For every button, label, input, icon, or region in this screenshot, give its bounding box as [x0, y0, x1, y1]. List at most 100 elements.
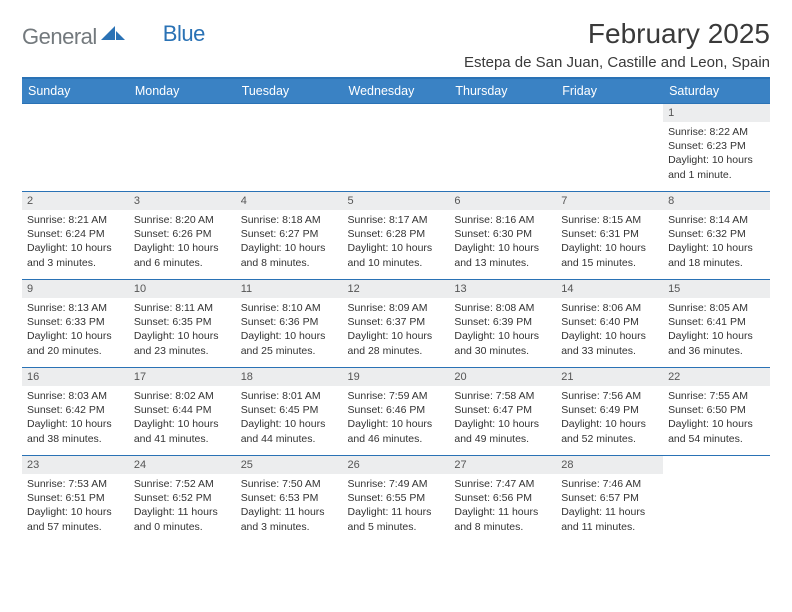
day-info: Sunrise: 7:59 AMSunset: 6:46 PMDaylight:… [343, 386, 450, 448]
day-sunset: Sunset: 6:42 PM [27, 403, 124, 417]
calendar-cell: 8Sunrise: 8:14 AMSunset: 6:32 PMDaylight… [663, 192, 770, 280]
day-number: 3 [129, 192, 236, 210]
day-info: Sunrise: 8:05 AMSunset: 6:41 PMDaylight:… [663, 298, 770, 360]
day-sunrise: Sunrise: 7:52 AM [134, 477, 231, 491]
day-number: 2 [22, 192, 129, 210]
weekday-saturday: Saturday [663, 78, 770, 104]
calendar-cell [663, 456, 770, 544]
day-daylight2: and 49 minutes. [454, 432, 551, 446]
day-sunrise: Sunrise: 8:09 AM [348, 301, 445, 315]
calendar-cell: 13Sunrise: 8:08 AMSunset: 6:39 PMDayligh… [449, 280, 556, 368]
day-daylight2: and 18 minutes. [668, 256, 765, 270]
day-info: Sunrise: 7:50 AMSunset: 6:53 PMDaylight:… [236, 474, 343, 536]
day-number: 12 [343, 280, 450, 298]
day-number: 11 [236, 280, 343, 298]
calendar-row: 9Sunrise: 8:13 AMSunset: 6:33 PMDaylight… [22, 280, 770, 368]
day-sunrise: Sunrise: 8:21 AM [27, 213, 124, 227]
day-daylight2: and 10 minutes. [348, 256, 445, 270]
day-daylight2: and 6 minutes. [134, 256, 231, 270]
day-daylight2: and 23 minutes. [134, 344, 231, 358]
day-number: 26 [343, 456, 450, 474]
day-info: Sunrise: 8:08 AMSunset: 6:39 PMDaylight:… [449, 298, 556, 360]
day-sunrise: Sunrise: 8:06 AM [561, 301, 658, 315]
day-number: 28 [556, 456, 663, 474]
day-info: Sunrise: 8:14 AMSunset: 6:32 PMDaylight:… [663, 210, 770, 272]
day-daylight2: and 46 minutes. [348, 432, 445, 446]
calendar-cell: 9Sunrise: 8:13 AMSunset: 6:33 PMDaylight… [22, 280, 129, 368]
day-daylight2: and 8 minutes. [241, 256, 338, 270]
day-info: Sunrise: 7:55 AMSunset: 6:50 PMDaylight:… [663, 386, 770, 448]
day-sunset: Sunset: 6:41 PM [668, 315, 765, 329]
calendar-table: Sunday Monday Tuesday Wednesday Thursday… [22, 77, 770, 544]
day-info: Sunrise: 7:53 AMSunset: 6:51 PMDaylight:… [22, 474, 129, 536]
day-daylight2: and 20 minutes. [27, 344, 124, 358]
day-daylight2: and 36 minutes. [668, 344, 765, 358]
day-info: Sunrise: 7:46 AMSunset: 6:57 PMDaylight:… [556, 474, 663, 536]
day-daylight1: Daylight: 10 hours [134, 241, 231, 255]
day-daylight1: Daylight: 10 hours [668, 241, 765, 255]
day-number: 27 [449, 456, 556, 474]
day-sunrise: Sunrise: 8:20 AM [134, 213, 231, 227]
weekday-thursday: Thursday [449, 78, 556, 104]
calendar-cell [22, 104, 129, 192]
day-number: 9 [22, 280, 129, 298]
day-sunset: Sunset: 6:37 PM [348, 315, 445, 329]
day-sunset: Sunset: 6:55 PM [348, 491, 445, 505]
page-subtitle: Estepa de San Juan, Castille and Leon, S… [464, 54, 770, 71]
day-daylight2: and 15 minutes. [561, 256, 658, 270]
day-daylight2: and 44 minutes. [241, 432, 338, 446]
day-sunset: Sunset: 6:28 PM [348, 227, 445, 241]
calendar-cell: 20Sunrise: 7:58 AMSunset: 6:47 PMDayligh… [449, 368, 556, 456]
day-sunset: Sunset: 6:27 PM [241, 227, 338, 241]
day-sunset: Sunset: 6:52 PM [134, 491, 231, 505]
day-number: 8 [663, 192, 770, 210]
day-sunrise: Sunrise: 8:10 AM [241, 301, 338, 315]
day-sunset: Sunset: 6:57 PM [561, 491, 658, 505]
day-daylight2: and 52 minutes. [561, 432, 658, 446]
calendar-cell: 4Sunrise: 8:18 AMSunset: 6:27 PMDaylight… [236, 192, 343, 280]
day-sunrise: Sunrise: 8:02 AM [134, 389, 231, 403]
logo-mark-icon [101, 26, 125, 49]
day-number: 16 [22, 368, 129, 386]
day-daylight1: Daylight: 10 hours [668, 417, 765, 431]
day-info: Sunrise: 8:16 AMSunset: 6:30 PMDaylight:… [449, 210, 556, 272]
day-info: Sunrise: 8:15 AMSunset: 6:31 PMDaylight:… [556, 210, 663, 272]
day-daylight2: and 30 minutes. [454, 344, 551, 358]
day-daylight1: Daylight: 10 hours [561, 241, 658, 255]
day-daylight1: Daylight: 10 hours [27, 505, 124, 519]
day-sunset: Sunset: 6:35 PM [134, 315, 231, 329]
day-info: Sunrise: 7:58 AMSunset: 6:47 PMDaylight:… [449, 386, 556, 448]
day-sunrise: Sunrise: 7:49 AM [348, 477, 445, 491]
calendar-cell: 16Sunrise: 8:03 AMSunset: 6:42 PMDayligh… [22, 368, 129, 456]
day-daylight2: and 8 minutes. [454, 520, 551, 534]
day-daylight1: Daylight: 11 hours [348, 505, 445, 519]
calendar-cell: 17Sunrise: 8:02 AMSunset: 6:44 PMDayligh… [129, 368, 236, 456]
day-daylight2: and 1 minute. [668, 168, 765, 182]
day-daylight1: Daylight: 10 hours [454, 329, 551, 343]
day-info: Sunrise: 8:18 AMSunset: 6:27 PMDaylight:… [236, 210, 343, 272]
calendar-cell [129, 104, 236, 192]
calendar-cell [343, 104, 450, 192]
day-number: 7 [556, 192, 663, 210]
day-number: 5 [343, 192, 450, 210]
day-sunrise: Sunrise: 8:16 AM [454, 213, 551, 227]
day-info: Sunrise: 7:47 AMSunset: 6:56 PMDaylight:… [449, 474, 556, 536]
day-sunrise: Sunrise: 7:55 AM [668, 389, 765, 403]
day-sunrise: Sunrise: 8:01 AM [241, 389, 338, 403]
day-number: 25 [236, 456, 343, 474]
day-number: 18 [236, 368, 343, 386]
day-sunrise: Sunrise: 8:03 AM [27, 389, 124, 403]
calendar-body: 1Sunrise: 8:22 AMSunset: 6:23 PMDaylight… [22, 104, 770, 544]
day-sunrise: Sunrise: 7:58 AM [454, 389, 551, 403]
day-sunset: Sunset: 6:44 PM [134, 403, 231, 417]
day-sunrise: Sunrise: 7:59 AM [348, 389, 445, 403]
day-daylight1: Daylight: 11 hours [134, 505, 231, 519]
day-daylight2: and 28 minutes. [348, 344, 445, 358]
day-number: 23 [22, 456, 129, 474]
calendar-page: General Blue February 2025 Estepa de San… [0, 0, 792, 554]
day-number: 13 [449, 280, 556, 298]
day-daylight1: Daylight: 10 hours [348, 417, 445, 431]
calendar-cell: 18Sunrise: 8:01 AMSunset: 6:45 PMDayligh… [236, 368, 343, 456]
day-daylight2: and 13 minutes. [454, 256, 551, 270]
weekday-wednesday: Wednesday [343, 78, 450, 104]
